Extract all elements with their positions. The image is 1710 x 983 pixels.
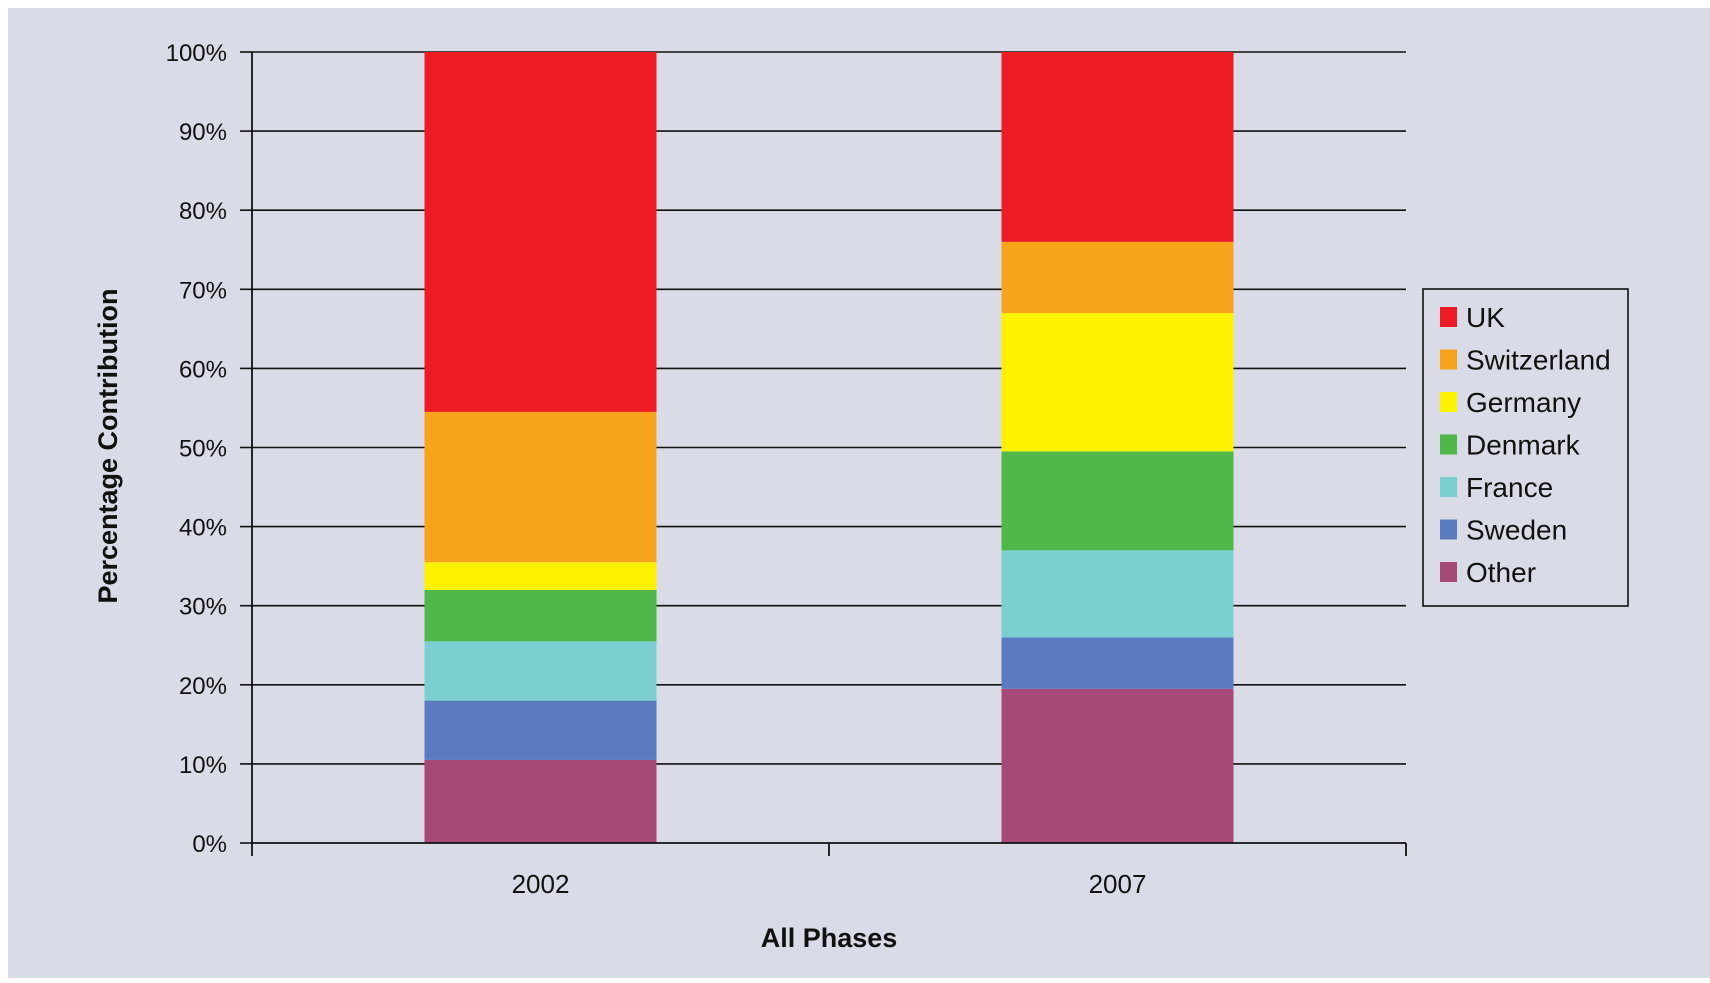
- legend-swatch-germany: [1440, 392, 1457, 412]
- y-tick-label: 0%: [192, 831, 227, 858]
- bar-segment-denmark-2007: [1001, 451, 1234, 551]
- bars: [424, 52, 1234, 843]
- legend-swatch-uk: [1440, 307, 1457, 327]
- y-tick-label: 50%: [179, 436, 227, 463]
- x-axis-title: All Phases: [761, 923, 898, 953]
- bar-segment-sweden-2007: [1001, 637, 1234, 689]
- bar-segment-germany-2002: [424, 562, 657, 590]
- legend-swatch-switzerland: [1440, 349, 1457, 370]
- legend-swatch-other: [1440, 562, 1457, 582]
- legend-label-germany: Germany: [1466, 387, 1581, 418]
- y-tick-label: 10%: [179, 752, 227, 779]
- bar-segment-germany-2007: [1001, 313, 1234, 452]
- y-tick-label: 60%: [179, 356, 227, 383]
- y-tick-label: 90%: [179, 119, 227, 146]
- y-tick-label: 100%: [166, 40, 227, 67]
- y-axis-title: Percentage Contribution: [93, 288, 123, 603]
- bar-segment-uk-2007: [1001, 52, 1234, 242]
- y-tick-label: 20%: [179, 673, 227, 700]
- axes: 0% 10% 20% 30% 40% 50% 60% 70% 80% 90% 100% 2002 200…: [166, 40, 1407, 899]
- bar-segment-other-2002: [424, 759, 657, 843]
- legend-box: [1422, 288, 1629, 607]
- bar-segment-france-2007: [1001, 550, 1234, 638]
- legend: UK Switzerland Germany Denmark France Sweden O…: [1422, 288, 1629, 607]
- bar-segment-switzerland-2002: [424, 411, 657, 563]
- legend-label-sweden: Sweden: [1466, 515, 1567, 546]
- legend-swatch-sweden: [1440, 519, 1457, 540]
- legend-label-denmark: Denmark: [1466, 430, 1581, 461]
- bar-segment-sweden-2002: [424, 700, 657, 760]
- bar-segment-france-2002: [424, 641, 657, 701]
- x-tick-label: 2002: [512, 869, 570, 899]
- bar-segment-switzerland-2007: [1001, 241, 1234, 314]
- legend-label-other: Other: [1466, 557, 1536, 588]
- x-tick-label: 2007: [1089, 869, 1147, 899]
- legend-swatch-denmark: [1440, 434, 1457, 455]
- legend-swatch-france: [1440, 477, 1457, 497]
- bar-segment-other-2007: [1001, 688, 1234, 843]
- y-tick-label: 40%: [179, 515, 227, 542]
- legend-label-switzerland: Switzerland: [1466, 345, 1611, 376]
- bar-segment-denmark-2002: [424, 589, 657, 642]
- legend-label-france: France: [1466, 472, 1553, 503]
- y-tick-label: 80%: [179, 198, 227, 225]
- bar-segment-uk-2002: [424, 52, 657, 412]
- y-tick-label: 70%: [179, 277, 227, 304]
- legend-label-uk: UK: [1466, 302, 1505, 333]
- y-tick-label: 30%: [179, 594, 227, 621]
